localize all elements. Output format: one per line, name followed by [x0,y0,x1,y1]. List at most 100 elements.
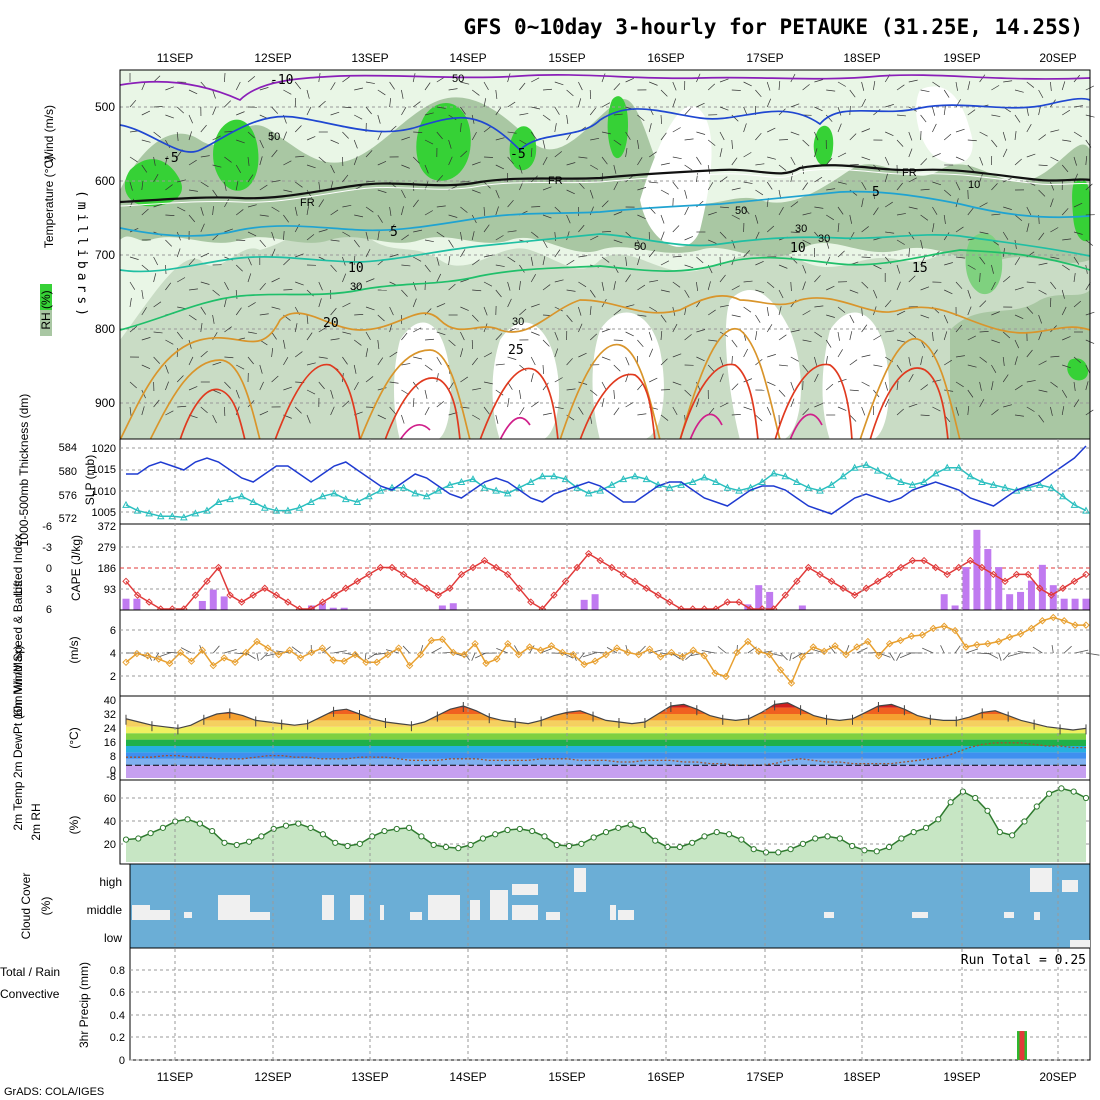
upper-wind-barb [519,389,522,399]
upper-wind-barb [955,128,965,133]
rh-point [479,835,487,842]
date-label-bottom: 11SEP [157,1070,193,1084]
lifted-index-point [457,570,466,579]
thickness-point [156,512,165,520]
wind-speed-point [1082,621,1090,629]
cloud-gap [512,884,538,895]
thickness-point [295,503,304,511]
lifted-index-point [827,577,836,586]
upper-wind-barb [212,414,217,424]
upper-wind-barb [743,81,752,87]
upper-wind-barb [247,302,256,308]
upper-wind-barb [448,114,457,121]
upper-wind-barb [495,89,498,99]
lifted-index-point [793,577,801,586]
upper-wind-barb [1050,256,1060,260]
upper-wind-barb [790,103,800,108]
contour-label: 5 [390,225,398,240]
rh-point [590,834,597,841]
rh-point [812,835,819,842]
wind-speed-point [613,644,621,652]
upper-wind-barb [259,87,269,91]
upper-wind-barb [660,114,662,125]
thickness-point [503,489,512,497]
upper-wind-barb [837,81,846,87]
upper-wind-barb [495,414,499,424]
upper-wind-barb [755,314,761,323]
cloud-gap [1034,912,1040,920]
upper-wind-barb [354,87,364,91]
wind-speed-point [1060,617,1068,625]
lifted-index-point [920,556,928,565]
wind-speed-series [122,613,1090,687]
date-label-top: 13SEP [351,51,388,65]
rh-legend-swatch [40,310,52,336]
upper-wind-barb [625,402,634,408]
upper-wind-barb [637,214,646,219]
upper-wind-barb [460,249,466,258]
upper-wind-barb [861,156,871,161]
upper-wind-barb [766,324,773,333]
upper-wind-barb [1061,389,1068,398]
upper-wind-barb [471,314,479,322]
wind-speed-point [940,622,948,630]
upper-wind-barb [353,339,362,346]
cloud-axis-label: Cloud Cover [19,873,33,940]
wind-barb [789,652,792,662]
upper-wind-barb [177,206,186,212]
lifted-index-point [388,563,396,572]
temp-band [126,746,1086,753]
wind-speed-point [547,642,556,650]
upper-wind-barb [707,139,716,146]
upper-wind-barb [837,206,844,215]
wind-speed-point [831,642,839,650]
upper-wind-barb [1038,89,1044,99]
upper-wind-barb [590,137,600,141]
cape-tick: 372 [98,521,116,533]
upper-wind-barb [1026,281,1036,284]
rh-point [578,840,585,847]
upper-wind-barb [519,264,525,273]
upper-wind-barb [979,231,989,235]
upper-wind-barb [1050,281,1057,290]
contour-label: FR [300,197,315,209]
upper-wind-barb [613,264,619,273]
wind-speed-point [427,636,436,645]
precip-tick: 0.8 [110,965,125,977]
cloud-gap [150,910,170,920]
upper-wind-barb [318,356,328,359]
upper-wind-barb [943,214,946,224]
thickness-point [908,480,917,488]
cape-bar [1071,598,1079,610]
upper-wind-barb [188,356,194,366]
lifted-index-point [596,556,604,565]
upper-wind-barb [672,381,682,386]
lifted-index-point [631,577,639,586]
wind-barb [529,645,535,654]
upper-wind-barb [601,256,610,263]
upper-wind-barb [1014,158,1022,166]
upper-wind-barb [530,401,539,408]
upper-wind-barb [849,331,853,341]
upper-wind-barb [590,235,599,241]
wind-barb [1085,652,1100,656]
contour-label: 10 [348,261,364,276]
rh-point [762,849,770,856]
rh-point [1058,785,1065,792]
wind-tick: 2 [110,671,116,683]
upper-wind-barb [153,256,158,266]
thickness-point [827,480,836,488]
upper-wind-barb [566,214,571,224]
thickness-point [1059,492,1067,500]
upper-wind-barb [743,123,747,133]
upper-wind-barb [389,98,392,108]
wind-speed-point [209,661,217,670]
upper-wind-barb [708,211,717,216]
upper-wind-barb [920,214,929,221]
cloud-gap [350,895,364,920]
thickness-point [966,472,975,480]
precip-tick: 0.2 [110,1032,125,1044]
upper-wind-barb [472,387,482,391]
upper-wind-barb [1014,214,1023,222]
upper-wind-barb [165,139,171,149]
